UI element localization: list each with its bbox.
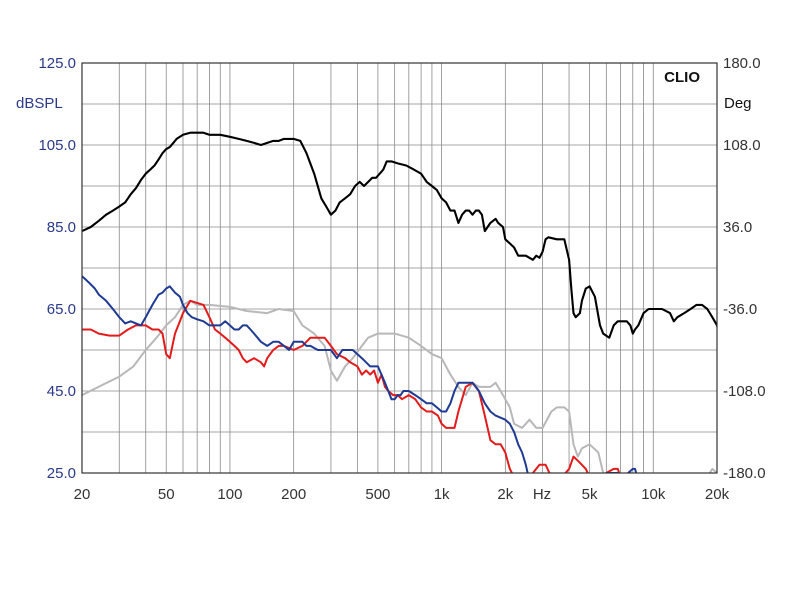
x-tick-label: 100 — [217, 486, 242, 503]
y2-tick-label: 108.0 — [723, 137, 761, 154]
x-unit-label: Hz — [533, 486, 551, 503]
y-axis-ticks: 25.0 45.0 65.0 85.0 105.0 125.0 — [38, 55, 76, 482]
y-tick-label: 45.0 — [47, 383, 76, 400]
x-axis-ticks: 20 50 100 200 500 1k 2k 5k 10k 20k — [74, 486, 730, 503]
series-group — [82, 131, 717, 473]
series-line-blue — [605, 467, 638, 473]
series-line-gray — [82, 299, 717, 473]
y2-tick-label: -180.0 — [723, 465, 766, 482]
y-tick-label: 105.0 — [38, 137, 76, 154]
x-tick-label: 20k — [705, 486, 730, 503]
x-tick-label: 1k — [434, 486, 450, 503]
left-unit-label: dBSPL — [16, 95, 63, 112]
x-tick-label: 20 — [74, 486, 91, 503]
grid — [82, 63, 717, 473]
x-tick-label: 10k — [641, 486, 666, 503]
y2-tick-label: -108.0 — [723, 383, 766, 400]
y2-axis-ticks: -180.0 -108.0 -36.0 36.0 108.0 180.0 — [723, 55, 766, 482]
y2-tick-label: 180.0 — [723, 55, 761, 72]
y2-tick-label: -36.0 — [723, 301, 757, 318]
x-tick-label: 200 — [281, 486, 306, 503]
clio-brand-label: CLIO — [664, 69, 700, 86]
y-tick-label: 65.0 — [47, 301, 76, 318]
y-tick-label: 85.0 — [47, 219, 76, 236]
x-tick-label: 50 — [158, 486, 175, 503]
series-line-blue — [82, 275, 529, 473]
series-line-black — [82, 131, 717, 339]
x-tick-label: 2k — [497, 486, 513, 503]
y-tick-label: 25.0 — [47, 465, 76, 482]
y-tick-label: 125.0 — [38, 55, 76, 72]
x-tick-label: 5k — [582, 486, 598, 503]
x-tick-label: 500 — [365, 486, 390, 503]
plot-frame — [81, 62, 718, 474]
right-unit-label: Deg — [724, 95, 752, 112]
y2-tick-label: 36.0 — [723, 219, 752, 236]
